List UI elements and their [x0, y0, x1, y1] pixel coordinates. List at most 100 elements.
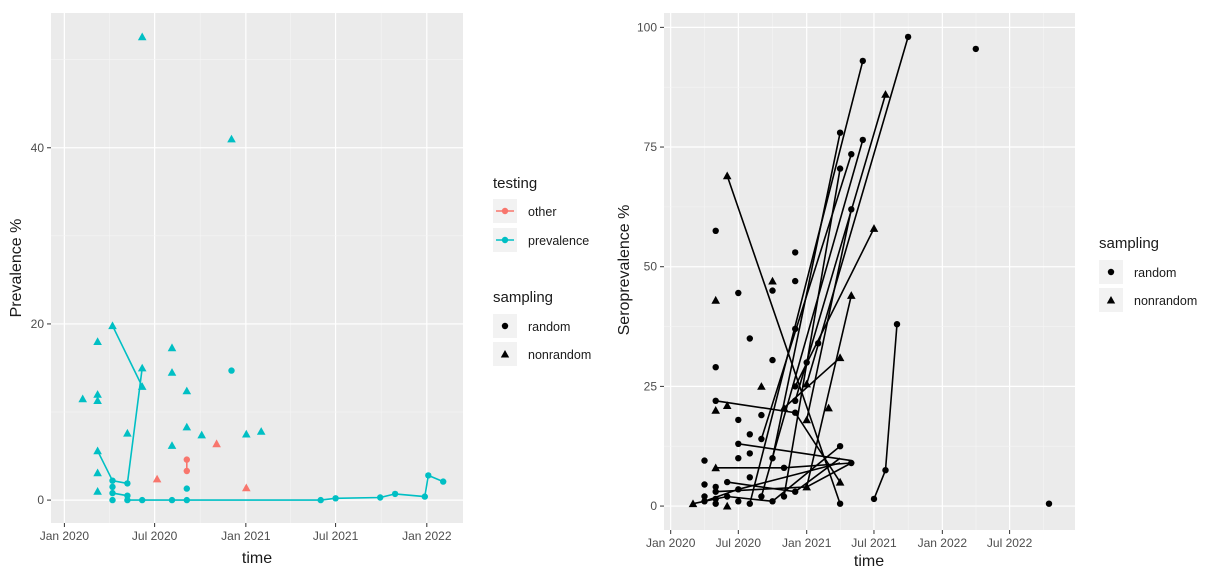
series-lines — [692, 36, 909, 505]
legend-label: nonrandom — [528, 348, 591, 362]
data-points — [78, 32, 447, 504]
data-point-circle — [332, 495, 339, 502]
data-point-triangle — [93, 390, 102, 398]
legend-key-circle — [501, 322, 509, 330]
x-tick-label: Jul 2021 — [851, 536, 897, 550]
data-point-triangle — [167, 368, 177, 376]
data-point-circle — [792, 488, 799, 495]
data-point-circle — [712, 488, 719, 495]
data-point-triangle — [779, 403, 789, 412]
legend-key-triangle — [500, 350, 510, 358]
data-point-circle — [183, 485, 190, 492]
data-point-circle — [780, 464, 788, 471]
x-tick-label: Jan 2021 — [782, 536, 832, 550]
data-point-circle — [735, 416, 742, 424]
data-point-triangle — [108, 321, 117, 330]
data-point-triangle — [93, 468, 102, 477]
data-point-circle — [183, 496, 190, 504]
data-point-triangle — [835, 477, 845, 486]
data-point-circle — [746, 474, 753, 481]
data-point-circle — [769, 287, 776, 294]
data-point-circle — [792, 409, 799, 416]
data-point-circle — [769, 498, 776, 505]
data-point-circle — [421, 493, 428, 500]
y-tick-label: 20 — [31, 317, 45, 331]
legend-key-point — [501, 236, 509, 244]
series-line — [805, 295, 853, 488]
legend-key-point — [501, 207, 509, 215]
data-point-circle — [1045, 500, 1053, 507]
y-axis-ticks: 0 25 50 75 100 — [637, 20, 664, 513]
data-point-circle — [848, 206, 855, 213]
data-point-triangle — [688, 499, 698, 508]
data-point-circle — [228, 367, 235, 374]
series-line — [794, 94, 887, 402]
data-point-circle — [109, 496, 116, 504]
data-point-triangle — [182, 422, 192, 431]
series-line — [805, 36, 909, 385]
data-point-triangle — [711, 406, 720, 414]
prevalence-chart: Jan 2020 Jul 2020 Jan 2021 Jul 2021 Jan 2022… — [8, 13, 591, 567]
data-point-circle — [124, 496, 131, 504]
series-line — [738, 443, 852, 462]
data-point-circle — [712, 483, 719, 491]
y-tick-label: 25 — [644, 379, 658, 393]
data-point-triangle — [152, 474, 162, 483]
data-point-triangle — [227, 134, 236, 143]
y-axis-ticks: 0 20 40 — [31, 141, 51, 507]
data-point-circle — [746, 500, 753, 507]
series-line — [760, 139, 864, 497]
y-tick-label: 100 — [637, 20, 657, 34]
series-line — [805, 209, 853, 421]
data-point-circle — [712, 495, 719, 503]
data-point-circle — [746, 431, 753, 438]
legend-label: prevalence — [528, 234, 589, 248]
data-point-circle — [724, 478, 731, 486]
legend-title: testing — [493, 175, 537, 192]
data-point-circle — [769, 455, 776, 462]
series-line — [96, 367, 143, 485]
data-point-circle — [746, 335, 753, 342]
data-point-circle — [758, 493, 765, 500]
x-axis-title: time — [854, 553, 884, 568]
legend-title: sampling — [1099, 235, 1159, 252]
data-point-triangle — [137, 32, 147, 41]
data-point-circle — [701, 498, 708, 505]
seroprevalence-chart: Jan 2020 Jul 2020 Jan 2021 Jul 2021 Jan 2022… — [616, 13, 1197, 568]
data-point-circle — [377, 494, 384, 501]
data-point-circle — [780, 493, 788, 500]
data-point-circle — [109, 477, 116, 484]
data-point-triangle — [835, 353, 845, 362]
data-point-circle — [848, 459, 855, 467]
plot-background — [51, 13, 463, 523]
data-point-circle — [724, 493, 731, 500]
data-point-triangle — [722, 401, 732, 409]
data-point-triangle — [802, 482, 811, 491]
legend-label: random — [528, 320, 570, 334]
data-point-triangle — [256, 427, 266, 435]
y-tick-label: 50 — [644, 260, 658, 274]
data-point-circle — [317, 496, 324, 504]
x-tick-label: Jan 2020 — [646, 536, 696, 550]
data-point-circle — [792, 277, 799, 285]
series-line — [726, 175, 841, 504]
data-point-circle — [836, 129, 844, 136]
data-point-triangle — [137, 363, 147, 372]
data-point-triangle — [123, 428, 132, 437]
data-point-triangle — [768, 276, 777, 285]
x-axis-ticks: Jan 2020 Jul 2020 Jan 2021 Jul 2021 Jan 2022 — [40, 523, 452, 543]
data-point-circle — [792, 249, 799, 256]
data-point-triangle — [881, 90, 890, 98]
data-point-circle — [848, 151, 855, 158]
x-axis-title: time — [242, 550, 272, 567]
legend-label: other — [528, 205, 557, 219]
x-tick-label: Jul 2020 — [716, 536, 762, 550]
data-point-circle — [712, 364, 719, 371]
data-point-circle — [859, 57, 866, 65]
x-tick-label: Jul 2020 — [132, 529, 178, 543]
data-point-circle — [109, 483, 116, 491]
data-point-circle — [712, 227, 719, 234]
data-point-circle — [769, 356, 776, 364]
data-point-circle — [183, 456, 190, 463]
data-point-circle — [746, 450, 753, 457]
